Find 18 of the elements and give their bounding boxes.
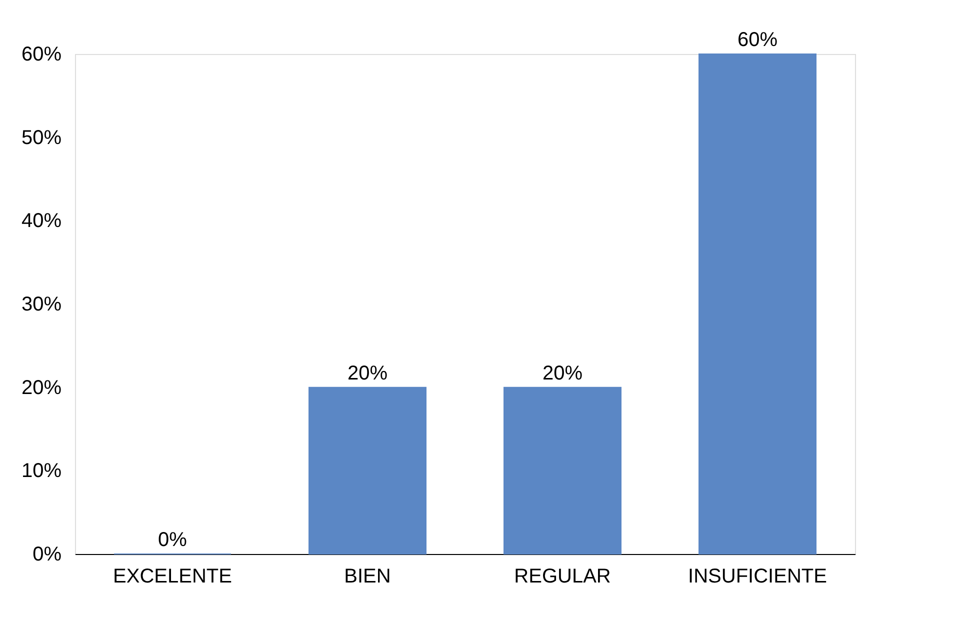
- data-label: 20%: [542, 362, 583, 384]
- y-tick-label: 50%: [21, 126, 62, 149]
- x-tick-label: EXCELENTE: [113, 566, 232, 588]
- bar: [308, 386, 426, 554]
- bar: [504, 386, 622, 554]
- bar: [698, 54, 816, 554]
- data-label: 60%: [737, 29, 778, 51]
- data-label: 0%: [158, 529, 188, 551]
- x-tick-label: REGULAR: [514, 566, 611, 588]
- y-tick-label: 60%: [21, 44, 62, 66]
- x-tick-label: INSUFICIENTE: [688, 566, 827, 588]
- data-label: 20%: [347, 362, 388, 384]
- y-tick-label: 10%: [21, 460, 62, 482]
- y-tick-label: 0%: [32, 544, 62, 566]
- x-tick-label: BIEN: [344, 566, 391, 588]
- y-tick-label: 20%: [21, 376, 62, 399]
- y-tick-label: 40%: [21, 210, 62, 232]
- y-tick-label: 30%: [21, 294, 62, 316]
